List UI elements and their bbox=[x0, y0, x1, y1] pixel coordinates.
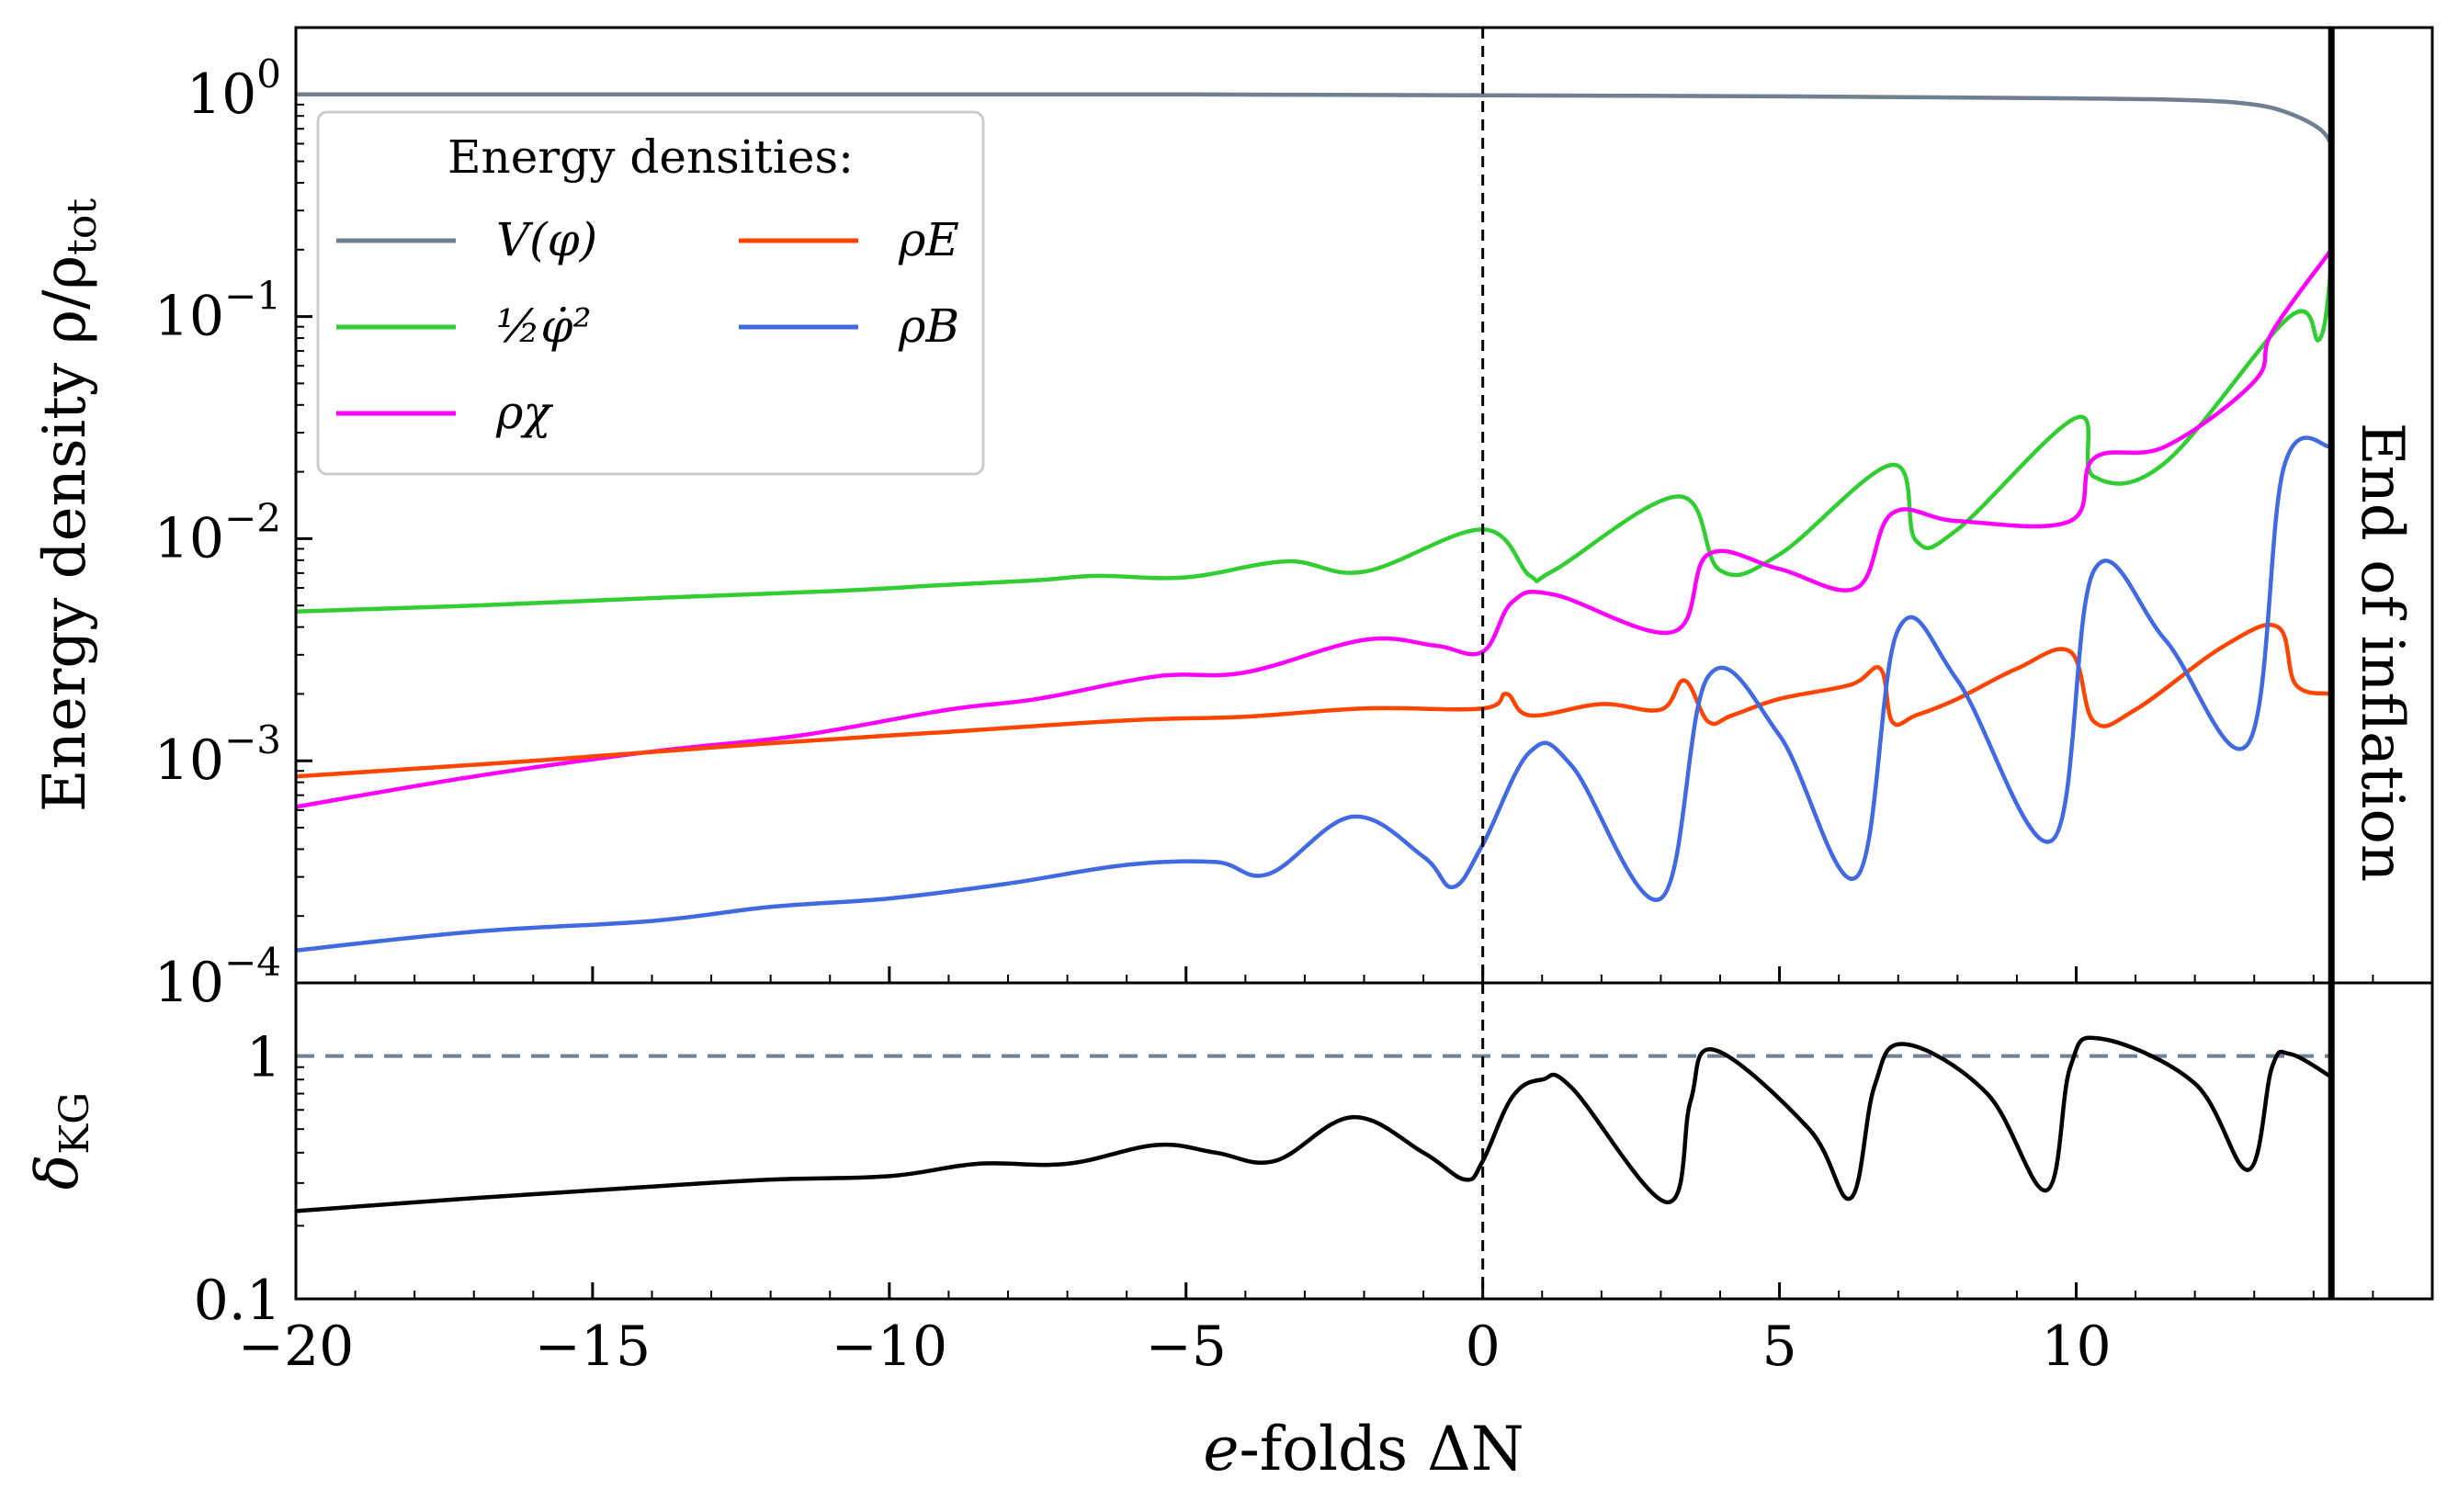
top-ytick-label: 100 bbox=[187, 51, 281, 127]
top-ytick-label: 10−4 bbox=[154, 940, 281, 1015]
bottom-xtick-label: −15 bbox=[535, 1315, 651, 1379]
bottom-series-group bbox=[296, 1035, 2333, 1213]
bottom-y-axis-label-sub: KG bbox=[51, 1092, 98, 1155]
end-of-inflation-label: End of inflation bbox=[2348, 423, 2416, 882]
bottom-ytick-label: 1 bbox=[246, 1026, 281, 1090]
legend-label-V: V(φ) bbox=[496, 213, 597, 266]
top-ytick-label: 10−2 bbox=[154, 495, 281, 570]
energy-density-panel: 100 10−1 10−2 10−3 10−4 Energy densities: V(… bbox=[31, 26, 2434, 1015]
legend-frame bbox=[316, 110, 985, 476]
legend-label-B: ρB bbox=[898, 299, 959, 353]
legend-label-kinetic: ½φ̇² bbox=[496, 299, 592, 353]
bottom-y-axis-label: δKG bbox=[24, 1092, 98, 1190]
bottom-xtick-label: 0 bbox=[1466, 1315, 1501, 1379]
bottom-xtick-labels: −20 −15 −10 −5 0 5 10 bbox=[238, 1315, 2112, 1379]
top-series-group bbox=[296, 92, 2334, 953]
bottom-xtick-label: −10 bbox=[832, 1315, 948, 1379]
series-line-kin bbox=[296, 265, 2334, 614]
bottom-xtick-label: 10 bbox=[2041, 1315, 2111, 1379]
delta-kg-panel: 10.1 −20 −15 −10 −5 0 5 10 δKG e-folds ΔN bbox=[24, 981, 2434, 1484]
x-axis-label-rest: -folds ΔN bbox=[1239, 1414, 1524, 1484]
legend-label-E: ρE bbox=[898, 213, 959, 266]
top-ytick-labels: 100 10−1 10−2 10−3 10−4 bbox=[154, 51, 281, 1015]
bottom-ytick-labels: 10.1 bbox=[194, 1026, 281, 1333]
bottom-xtick-label: −20 bbox=[238, 1315, 355, 1379]
legend-title: Energy densities: bbox=[447, 130, 854, 184]
top-ytick-label: 10−1 bbox=[154, 274, 281, 349]
series-line-chi bbox=[296, 248, 2334, 809]
bottom-xtick-label: 5 bbox=[1761, 1315, 1796, 1379]
bottom-xtick-label: −5 bbox=[1146, 1315, 1227, 1379]
x-axis-label: e-folds ΔN bbox=[1203, 1414, 1524, 1484]
bottom-ytick-label: 0.1 bbox=[194, 1269, 281, 1333]
top-ytick-label: 10−3 bbox=[154, 717, 281, 793]
series-line-V bbox=[296, 92, 2334, 145]
series-line-delta-kg bbox=[296, 1035, 2333, 1213]
top-y-axis-label: Energy density ρ/ρtot bbox=[31, 198, 106, 812]
x-axis-label-italic: e bbox=[1203, 1414, 1239, 1484]
bottom-y-axis-label-main: δ bbox=[24, 1155, 92, 1190]
series-line-B bbox=[296, 435, 2333, 953]
top-y-axis-label-main: Energy density ρ/ρ bbox=[31, 255, 99, 812]
legend: Energy densities: V(φ) ½φ̇² ρχ ρE ρB bbox=[316, 110, 985, 476]
bottom-panel-frame bbox=[294, 981, 2434, 1301]
legend-label-chi: ρχ bbox=[495, 386, 553, 439]
series-line-E bbox=[296, 622, 2332, 779]
top-y-axis-label-sub: tot bbox=[59, 198, 106, 255]
